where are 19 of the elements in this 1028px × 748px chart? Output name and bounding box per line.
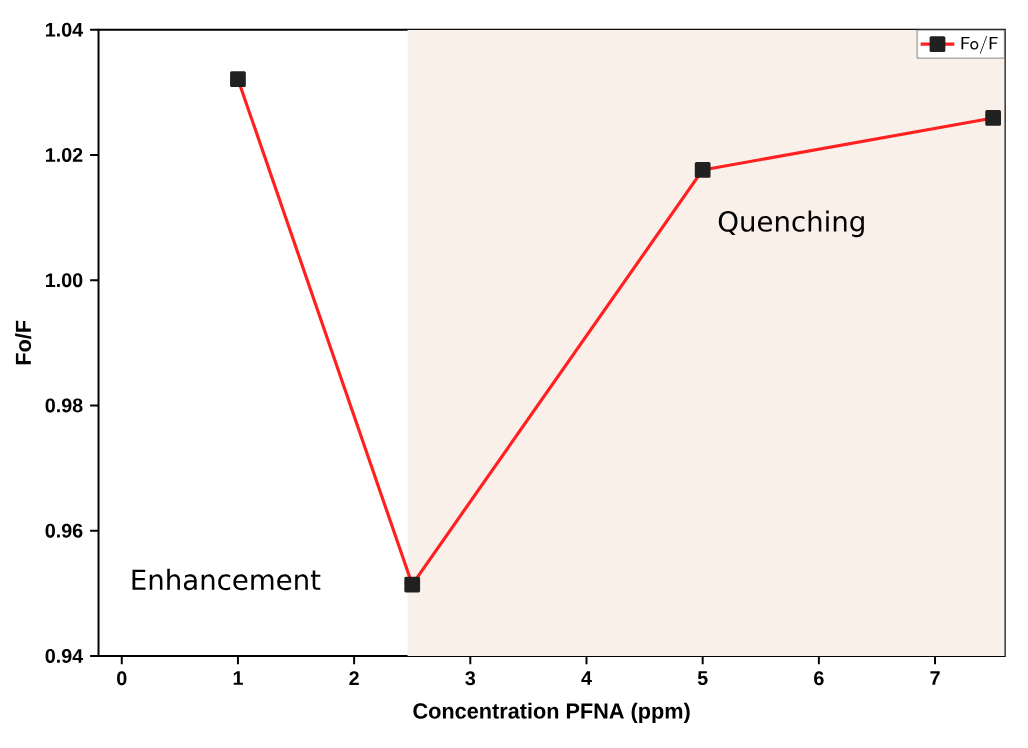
x-axis-title: Concentration PFNA (ppm) (413, 702, 690, 723)
y-tick-label: 1.00 (46, 273, 83, 288)
x-tick-label: 2 (349, 671, 359, 686)
x-tick-label: 5 (697, 671, 708, 686)
y-axis-title: Fo/F (15, 320, 32, 365)
annotation: Quenching (718, 210, 864, 238)
y-tick-label: 0.96 (45, 523, 83, 538)
annotation: Enhancement (132, 568, 321, 591)
y-tick-label: 1.02 (46, 147, 83, 162)
legend-label: Fo/F (961, 35, 998, 54)
x-tick-label: 3 (465, 671, 476, 686)
x-tick-label: 6 (814, 671, 824, 686)
x-tick-label: 7 (930, 671, 940, 685)
x-tick-label: 4 (581, 671, 592, 685)
y-tick-label: 1.04 (46, 22, 84, 37)
y-tick-label: 0.98 (45, 398, 83, 413)
x-tick-label: 1 (233, 671, 243, 685)
x-tick-label: 0 (117, 671, 127, 686)
y-tick-label: 0.94 (45, 648, 84, 663)
